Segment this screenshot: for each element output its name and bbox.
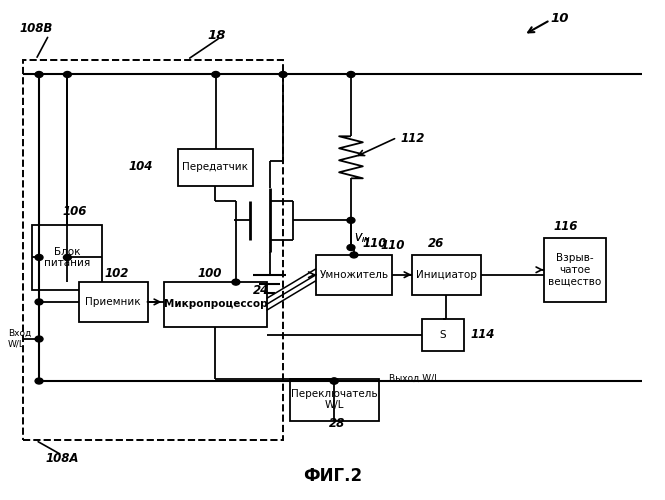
Text: Приемник: Приемник xyxy=(85,297,141,307)
Text: Микропроцессор: Микропроцессор xyxy=(164,300,267,310)
Circle shape xyxy=(331,378,338,384)
Text: 108A: 108A xyxy=(46,452,79,465)
Text: 24: 24 xyxy=(253,284,269,297)
Bar xyxy=(164,282,267,327)
Text: 110: 110 xyxy=(380,240,405,252)
Text: $V_{IN}$: $V_{IN}$ xyxy=(354,232,370,245)
Circle shape xyxy=(232,279,240,285)
Circle shape xyxy=(35,72,43,78)
Text: Блок
питания: Блок питания xyxy=(44,246,90,268)
Text: Передатчик: Передатчик xyxy=(182,162,249,172)
Text: 114: 114 xyxy=(471,328,495,342)
Bar xyxy=(422,319,464,352)
Text: 10: 10 xyxy=(550,12,569,25)
Text: 110: 110 xyxy=(362,237,386,250)
Bar xyxy=(23,60,283,440)
Text: $V_{IN}$: $V_{IN}$ xyxy=(354,232,370,245)
Text: Выход W/L: Выход W/L xyxy=(388,374,439,383)
Circle shape xyxy=(212,72,219,78)
Text: ФИГ.2: ФИГ.2 xyxy=(303,467,362,485)
Text: 18: 18 xyxy=(207,30,225,43)
Text: 104: 104 xyxy=(128,160,152,173)
Circle shape xyxy=(63,72,71,78)
Text: 116: 116 xyxy=(553,220,578,232)
Text: 106: 106 xyxy=(62,205,86,218)
Text: 108B: 108B xyxy=(19,22,53,35)
Text: 28: 28 xyxy=(329,418,345,430)
Bar xyxy=(290,378,378,420)
Text: Инициатор: Инициатор xyxy=(416,270,477,280)
Circle shape xyxy=(347,72,355,78)
Circle shape xyxy=(35,378,43,384)
Circle shape xyxy=(350,252,358,258)
Bar xyxy=(178,148,253,186)
Text: 26: 26 xyxy=(428,237,444,250)
Circle shape xyxy=(35,336,43,342)
Circle shape xyxy=(35,299,43,305)
Text: 100: 100 xyxy=(198,266,221,280)
Text: 102: 102 xyxy=(105,266,130,280)
Text: Умножитель: Умножитель xyxy=(319,270,388,280)
Circle shape xyxy=(279,72,287,78)
Bar xyxy=(316,255,392,294)
Circle shape xyxy=(347,218,355,224)
Circle shape xyxy=(331,378,338,384)
Circle shape xyxy=(347,244,355,250)
Bar xyxy=(78,282,148,322)
Text: 112: 112 xyxy=(400,132,425,145)
Circle shape xyxy=(35,254,43,260)
Bar xyxy=(543,238,606,302)
Text: S: S xyxy=(440,330,446,340)
Bar xyxy=(33,226,102,290)
Text: Взрыв-
чатое
вещество: Взрыв- чатое вещество xyxy=(548,253,601,286)
Bar xyxy=(412,255,481,294)
Circle shape xyxy=(63,254,71,260)
Text: Вход
W/L: Вход W/L xyxy=(8,330,31,348)
Text: Переключатель
W/L: Переключатель W/L xyxy=(291,389,378,410)
